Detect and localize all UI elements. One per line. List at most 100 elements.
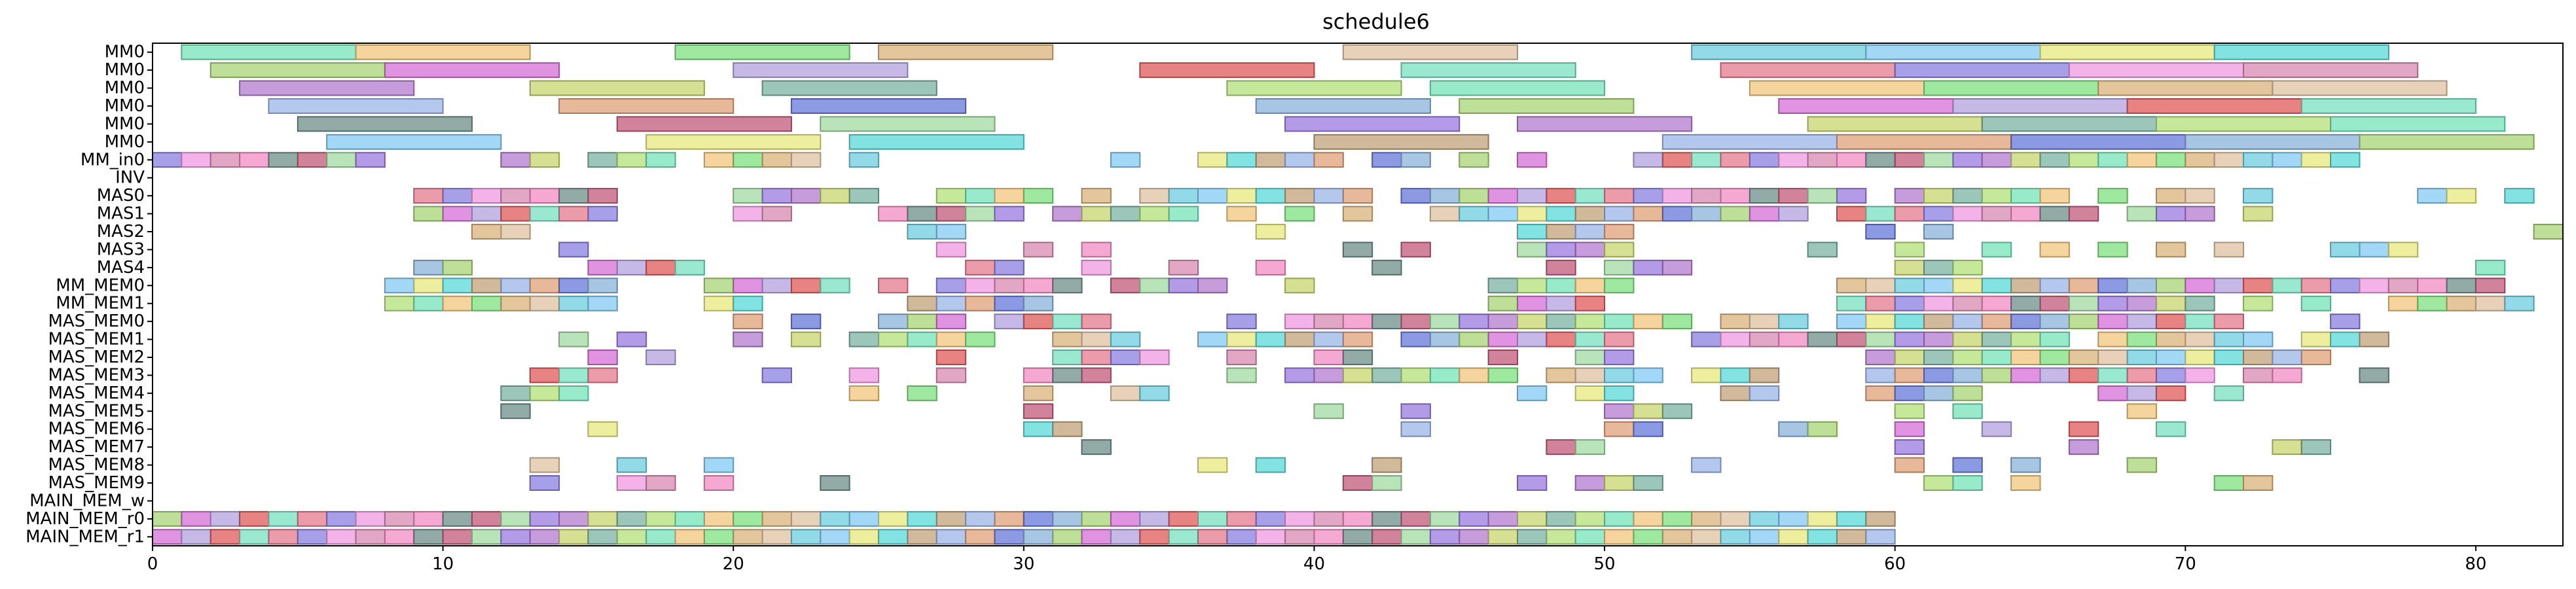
task-bar (181, 510, 211, 527)
task-bar (326, 134, 502, 150)
task-bar (1807, 241, 1838, 258)
task-bar (1923, 259, 1954, 276)
task-bar (2330, 152, 2361, 168)
task-bar (1168, 205, 1199, 222)
task-bar (2243, 367, 2274, 384)
task-bar (558, 510, 589, 527)
task-bar (1487, 188, 1518, 204)
task-bar (2272, 277, 2302, 294)
task-bar (1633, 313, 1663, 330)
task-bar (1516, 475, 1548, 491)
task-bar (355, 152, 386, 168)
task-bar (529, 367, 560, 384)
task-bar (1284, 313, 1315, 330)
task-bar (2155, 421, 2186, 437)
task-bar (1168, 277, 1199, 294)
task-bar (645, 152, 676, 168)
task-bar (1923, 367, 1954, 384)
task-bar (1139, 510, 1170, 527)
task-bar (820, 116, 996, 132)
task-bar (529, 295, 560, 312)
task-bar (239, 529, 270, 545)
task-bar (1574, 188, 1606, 204)
task-bar (1226, 529, 1257, 545)
task-bar (2359, 367, 2389, 384)
task-bar (1110, 349, 1141, 365)
task-bar (616, 259, 647, 276)
task-bar (2272, 367, 2302, 384)
task-bar (1661, 510, 1693, 527)
task-bar (181, 529, 211, 545)
task-bar (1313, 367, 1344, 384)
task-bar (1633, 259, 1663, 276)
task-bar (1952, 349, 1983, 365)
task-bar (442, 277, 473, 294)
task-bar (907, 510, 937, 527)
row-label: MAS_MEM2 (48, 348, 145, 367)
task-bar (2126, 367, 2157, 384)
task-bar (2272, 439, 2302, 455)
task-bar (529, 188, 560, 204)
task-bar (703, 510, 735, 527)
task-bar (558, 188, 589, 204)
task-bar (1865, 331, 1896, 348)
task-bar (1110, 529, 1141, 545)
task-bar (1342, 349, 1373, 365)
row-labels: MM0MM0MM0MM0MM0MM0MM_in0INVMAS0MAS1MAS2M… (26, 43, 153, 546)
task-bar (1865, 152, 1896, 168)
task-bar (2243, 62, 2419, 79)
task-bar (1952, 403, 1983, 419)
task-bar (645, 529, 676, 545)
task-bar (587, 510, 618, 527)
task-bar (2213, 475, 2245, 491)
task-bar (1836, 277, 1867, 294)
task-bar (2068, 205, 2099, 222)
task-bar (1284, 529, 1315, 545)
task-bar (1197, 529, 1228, 545)
task-bar (2213, 313, 2245, 330)
task-bar (790, 331, 822, 348)
task-bar (1516, 116, 1693, 132)
task-bar (2243, 152, 2274, 168)
task-bar (1720, 313, 1751, 330)
task-bar (1342, 188, 1373, 204)
task-bar (1139, 277, 1170, 294)
task-bar (2417, 295, 2448, 312)
task-bar (587, 205, 618, 222)
task-bar (209, 529, 241, 545)
row-label: MAIN_MEM_w (29, 491, 145, 510)
task-bar (529, 457, 560, 473)
task-bar (2039, 331, 2070, 348)
task-bar (1981, 295, 2012, 312)
task-bar (1255, 457, 1286, 473)
task-bar (1487, 313, 1518, 330)
task-bar (1633, 188, 1663, 204)
task-bar (1923, 313, 1954, 330)
task-bar (1546, 510, 1576, 527)
task-bar (1400, 367, 1431, 384)
task-bar (1342, 510, 1373, 527)
task-bar (587, 152, 618, 168)
task-bar (1546, 439, 1576, 455)
task-bar (1749, 510, 1780, 527)
task-bar (1778, 331, 1809, 348)
task-bar (1081, 367, 1112, 384)
task-bar (1197, 152, 1228, 168)
task-bar (1371, 367, 1402, 384)
task-bar (2155, 331, 2186, 348)
task-bar (1894, 205, 1925, 222)
task-bar (1720, 62, 1896, 79)
task-bar (1400, 331, 1431, 348)
task-bar (1981, 277, 2012, 294)
task-bar (2068, 421, 2099, 437)
task-bar (907, 331, 937, 348)
task-bar (1923, 349, 1954, 365)
task-bar (2243, 295, 2274, 312)
task-bar (1371, 510, 1402, 527)
task-bar (674, 529, 705, 545)
task-bar (1255, 259, 1286, 276)
task-bar (1197, 277, 1228, 294)
task-bar (2010, 134, 2186, 150)
task-bar (2097, 385, 2128, 401)
